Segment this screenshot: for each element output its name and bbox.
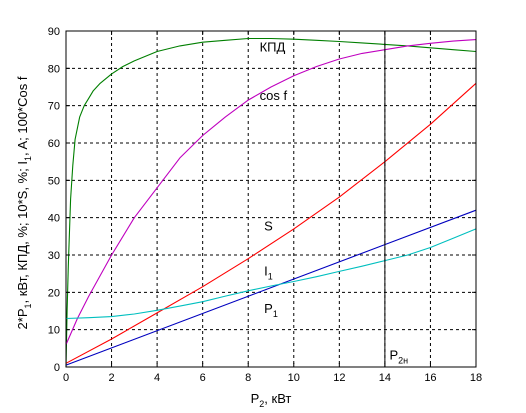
annotation-label: cos f — [260, 88, 288, 103]
x-tick-label: 12 — [333, 372, 345, 384]
y-tick-label: 80 — [48, 63, 60, 75]
x-tick-label: 10 — [288, 372, 300, 384]
series-line-2 — [65, 82, 477, 364]
y-tick-label: 50 — [48, 175, 60, 187]
series-layer — [65, 37, 477, 368]
annotation-label: I1 — [264, 264, 273, 282]
plot-frame — [65, 30, 477, 368]
y-tick-label: 20 — [48, 287, 60, 299]
x-tick-label: 18 — [470, 372, 482, 384]
series-line-4 — [65, 228, 477, 320]
annotation-label: P1 — [264, 301, 278, 319]
y-tick-label: 0 — [54, 362, 60, 374]
y-tick-label: 70 — [48, 101, 60, 113]
x-tick-label: 16 — [424, 372, 436, 384]
y-tick-label: 40 — [48, 213, 60, 225]
y-axis-label: 2*P1, кВт, КПД, %; 10*S, %; I1, A; 100*C… — [15, 76, 33, 329]
annotation-label: P2н — [389, 348, 408, 366]
series-line-0 — [65, 37, 477, 368]
y-tick-label: 60 — [48, 138, 60, 150]
series-line-1 — [65, 39, 477, 345]
x-tick-label: 2 — [108, 372, 114, 384]
annotation-label: S — [264, 219, 273, 234]
x-tick-label: 0 — [63, 372, 69, 384]
series-line-3 — [65, 209, 477, 366]
x-tick-label: 8 — [245, 372, 251, 384]
x-tick-label: 4 — [154, 372, 160, 384]
y-tick-label: 30 — [48, 250, 60, 262]
annotation-label: КПД — [260, 40, 286, 55]
y-tick-label: 10 — [48, 325, 60, 337]
ticks: 0 2 4 6 8 10 12 14 16 18 0 10 20 30 40 50 60 70 80 90 — [48, 26, 482, 384]
x-tick-label: 14 — [379, 372, 391, 384]
x-tick-label: 6 — [200, 372, 206, 384]
x-axis-label: P2, кВт — [251, 391, 292, 409]
y-tick-label: 90 — [48, 26, 60, 38]
annotations: КПД cos f S I1 P1 P2н — [260, 40, 409, 366]
